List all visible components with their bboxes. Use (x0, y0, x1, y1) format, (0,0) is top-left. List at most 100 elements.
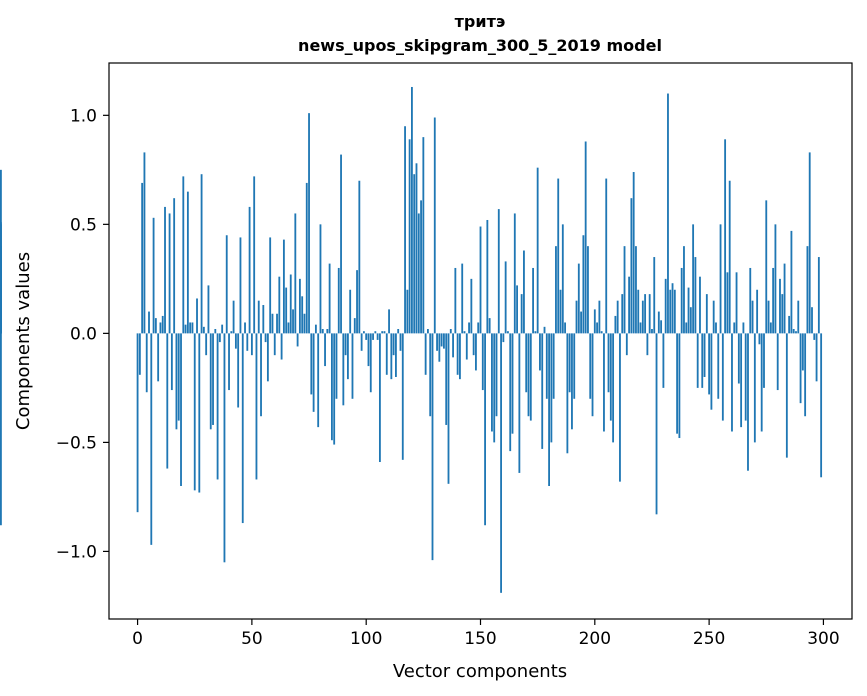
bar (481, 333, 484, 391)
bar (561, 224, 564, 334)
bar (148, 311, 150, 334)
bar (305, 182, 308, 334)
bar (173, 198, 176, 334)
bar (495, 333, 498, 417)
bar (189, 322, 192, 334)
bar (246, 333, 249, 351)
bar (271, 313, 274, 334)
bar (660, 320, 663, 334)
bar (806, 246, 809, 334)
bar (799, 333, 802, 404)
bar (539, 333, 541, 371)
bar (152, 217, 155, 334)
bar (502, 333, 505, 343)
bar (543, 326, 546, 334)
y-tick-label: 0.5 (70, 215, 97, 235)
bar (470, 278, 473, 334)
bar (369, 333, 372, 393)
bar (596, 322, 599, 334)
bar (728, 180, 731, 334)
bar (346, 333, 349, 380)
bar (511, 333, 514, 434)
bar (555, 246, 557, 334)
bar (376, 333, 379, 340)
bar (486, 219, 489, 334)
bar (765, 200, 768, 334)
bar (175, 333, 178, 430)
bar (735, 272, 738, 334)
bar (724, 139, 727, 334)
bar (756, 289, 759, 334)
bar (447, 333, 450, 484)
bars-group (0, 86, 823, 593)
bar (388, 309, 390, 334)
bar (415, 163, 418, 334)
bar (657, 311, 660, 334)
x-axis: 0 50 100 150 200 250 300 (132, 619, 840, 649)
bar (500, 333, 502, 593)
bar (461, 263, 464, 334)
bar (488, 318, 491, 334)
bar (429, 333, 432, 417)
bar (605, 178, 608, 334)
bar (600, 331, 603, 334)
bar (250, 333, 253, 356)
bar (749, 267, 752, 334)
bar (454, 267, 457, 334)
bar (781, 294, 784, 334)
bar (628, 276, 631, 334)
bar (733, 322, 736, 334)
bar (216, 333, 219, 480)
bar (475, 333, 477, 371)
bar (632, 172, 635, 334)
y-tick-label: −1.0 (56, 542, 97, 562)
bar (445, 333, 448, 425)
bar (342, 333, 345, 406)
bar (671, 283, 674, 334)
bar (760, 333, 763, 432)
bar (715, 322, 717, 334)
bar (536, 167, 539, 334)
bar (337, 267, 340, 334)
bar (330, 333, 333, 441)
bar (319, 224, 322, 334)
x-axis-label: Vector components (393, 661, 567, 682)
bar (209, 333, 212, 430)
bar (635, 246, 637, 334)
bar (212, 333, 214, 425)
bar (335, 333, 338, 399)
bar (710, 333, 713, 410)
bar (527, 333, 530, 417)
bar (411, 86, 413, 334)
bar (351, 333, 354, 399)
x-tick-label: 150 (464, 629, 496, 649)
bar (372, 333, 374, 340)
chart-subtitle: news_upos_skipgram_300_5_2019 model (298, 36, 662, 55)
bar (744, 333, 747, 421)
bar (353, 318, 356, 334)
bar (694, 257, 697, 334)
bar (168, 213, 171, 334)
bar (584, 141, 587, 334)
bar (703, 333, 706, 377)
bar (717, 333, 720, 399)
bar (557, 178, 560, 334)
bar (813, 333, 816, 340)
bar (145, 333, 148, 393)
bar (705, 294, 708, 334)
bar (303, 313, 306, 334)
y-axis-label: Components values (13, 252, 34, 430)
bar (383, 331, 386, 334)
bar (493, 333, 496, 443)
bar (625, 333, 628, 356)
y-tick-label: 0.0 (70, 324, 97, 344)
bar (619, 333, 621, 482)
bar (349, 289, 352, 334)
bar (667, 93, 669, 334)
bar (381, 331, 384, 334)
bar (564, 322, 566, 334)
bar (607, 333, 610, 393)
bar (0, 333, 2, 526)
bar (344, 333, 347, 356)
bar (783, 263, 786, 334)
